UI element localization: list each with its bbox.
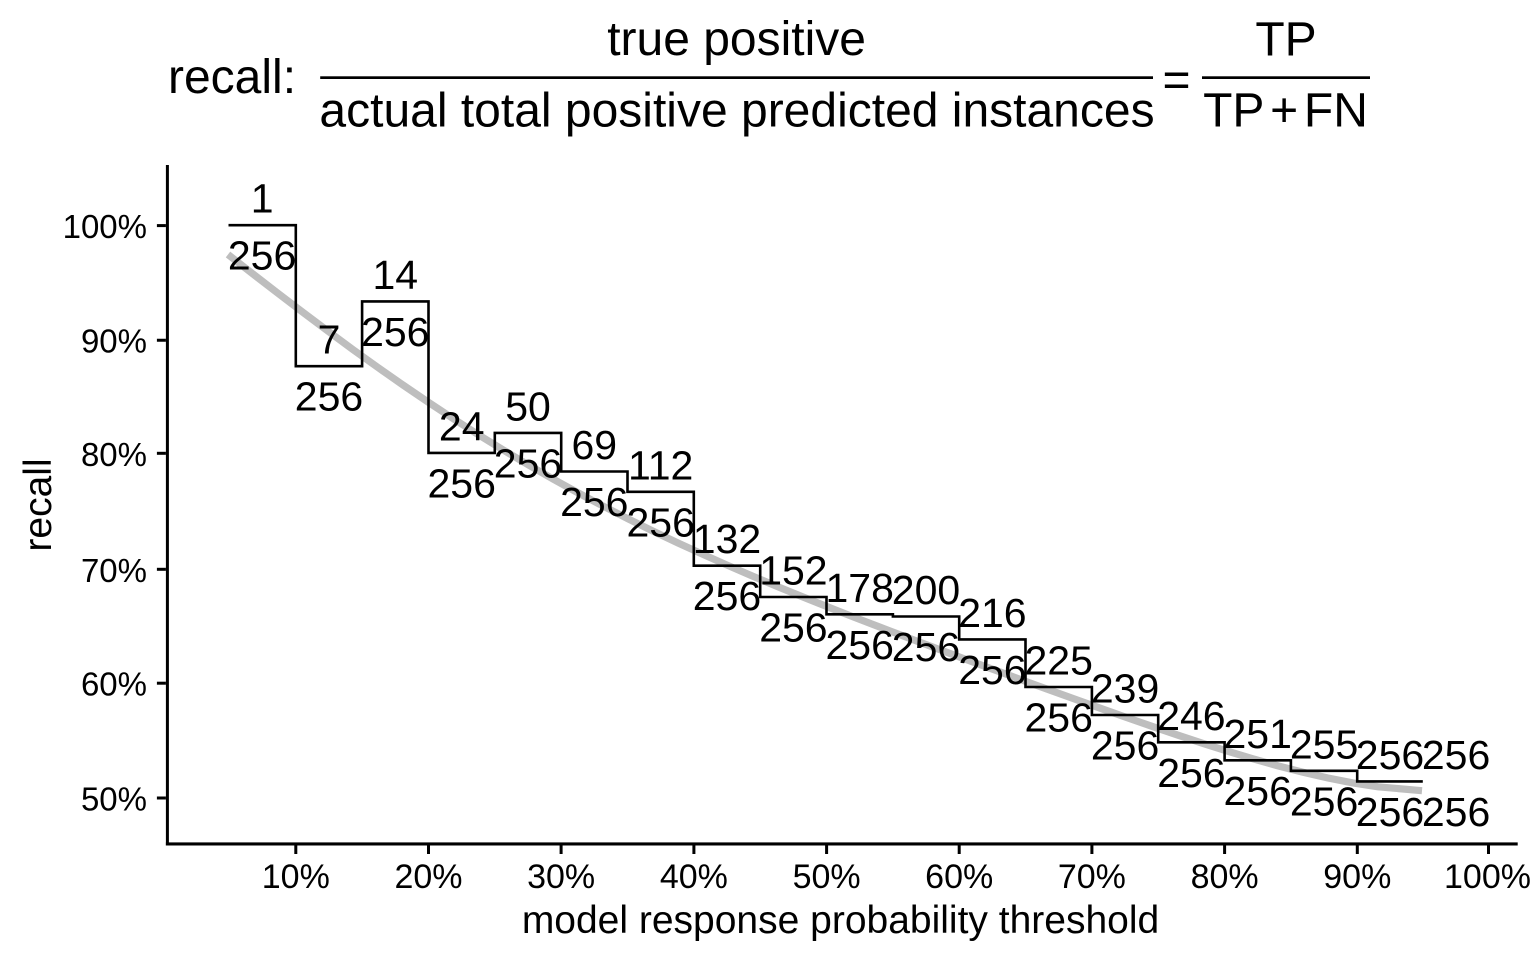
svg-text:132: 132 [693,516,761,562]
svg-text:80%: 80% [1191,858,1259,896]
svg-text:256: 256 [1157,750,1225,796]
svg-text:256: 256 [1091,723,1159,769]
svg-text:178: 178 [825,565,893,611]
svg-text:40%: 40% [660,858,728,896]
svg-text:70%: 70% [1058,858,1126,896]
svg-text:256: 256 [494,440,562,486]
svg-text:TP: TP [1255,14,1316,67]
svg-text:20%: 20% [394,858,462,896]
svg-text:256: 256 [1422,732,1490,778]
svg-text:152: 152 [759,548,827,594]
svg-text:256: 256 [1422,789,1490,835]
svg-text:256: 256 [1290,778,1358,824]
svg-text:256: 256 [825,622,893,668]
svg-text:90%: 90% [1323,858,1391,896]
svg-text:225: 225 [1024,638,1092,684]
svg-text:256: 256 [361,309,429,355]
svg-text:7: 7 [318,317,341,363]
svg-text:256: 256 [228,233,296,279]
svg-text:256: 256 [295,374,363,420]
svg-text:216: 216 [958,590,1026,636]
svg-text:10%: 10% [262,858,330,896]
svg-text:90%: 90% [81,323,147,360]
svg-text:50: 50 [505,383,551,429]
svg-text:=: = [1162,54,1190,107]
svg-text:1: 1 [251,176,274,222]
svg-text:246: 246 [1157,693,1225,739]
svg-text:14: 14 [372,252,418,298]
svg-text:256: 256 [1356,789,1424,835]
svg-text:actual total positive predicte: actual total positive predicted instance… [319,84,1154,137]
svg-text:100%: 100% [1444,858,1531,896]
svg-text:112: 112 [628,442,693,488]
svg-text:251: 251 [1223,711,1291,757]
svg-text:model response probability thr: model response probability threshold [522,899,1159,942]
svg-text:60%: 60% [81,666,147,703]
svg-text:200: 200 [892,567,960,613]
svg-text:256: 256 [1024,695,1092,741]
svg-text:239: 239 [1091,666,1159,712]
svg-text:100%: 100% [63,208,147,245]
svg-text:256: 256 [892,624,960,670]
svg-text:256: 256 [560,479,628,525]
svg-text:256: 256 [427,460,495,506]
svg-text:80%: 80% [81,436,147,473]
svg-text:70%: 70% [81,552,147,589]
svg-text:TP+FN: TP + FN [1203,84,1368,137]
svg-text:256: 256 [1223,768,1291,814]
svg-text:50%: 50% [793,858,861,896]
svg-text:recall:: recall: [168,51,296,104]
svg-text:256: 256 [693,573,761,619]
svg-text:60%: 60% [925,858,993,896]
svg-text:50%: 50% [81,781,147,818]
svg-text:255: 255 [1290,721,1358,767]
svg-text:69: 69 [571,422,617,468]
svg-text:256: 256 [626,499,694,545]
svg-text:24: 24 [439,403,485,449]
svg-text:256: 256 [1356,732,1424,778]
svg-text:256: 256 [958,647,1026,693]
svg-text:256: 256 [759,605,827,651]
svg-text:30%: 30% [527,858,595,896]
svg-text:true positive: true positive [607,13,866,66]
svg-text:recall: recall [17,458,60,551]
